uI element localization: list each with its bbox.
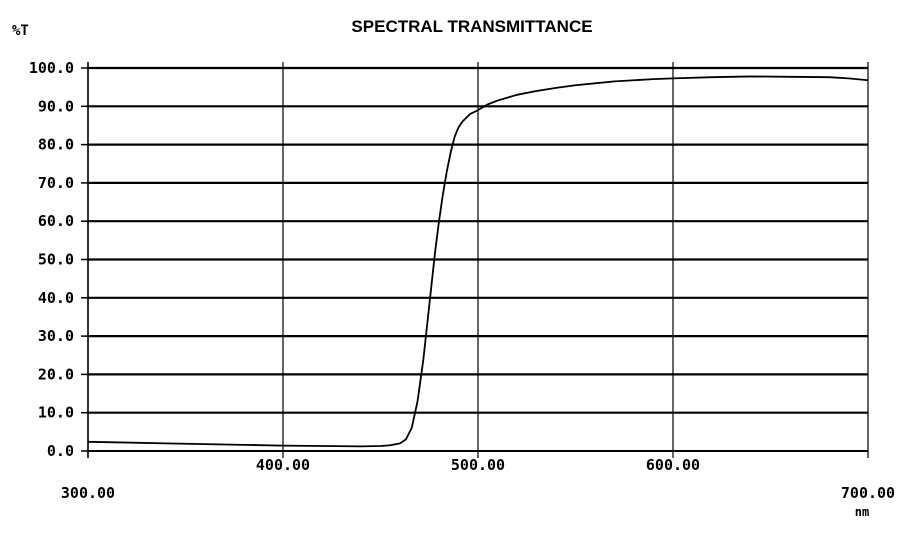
grid xyxy=(81,62,869,458)
chart-title: SPECTRAL TRANSMITTANCE xyxy=(351,17,592,36)
x-axis-label: nm xyxy=(855,505,869,519)
y-tick-label: 100.0 xyxy=(29,59,74,77)
y-axis-label: %T xyxy=(12,23,29,39)
x-tick-label: 400.00 xyxy=(256,456,310,474)
series-layer xyxy=(87,75,869,448)
y-tick-label: 80.0 xyxy=(38,136,74,154)
y-tick-label: 60.0 xyxy=(38,212,74,230)
series-line-0 xyxy=(87,75,869,448)
y-tick-label: 90.0 xyxy=(38,97,74,115)
tick-labels: 0.0 10.0 20.0 30.0 40.0 50.0 60.0 70.0 80.0 90.0 1… xyxy=(29,59,895,502)
y-tick-label: 10.0 xyxy=(38,404,74,422)
y-tick-label: 40.0 xyxy=(38,289,74,307)
x-tick-label: 600.00 xyxy=(646,456,700,474)
y-tick-label: 20.0 xyxy=(38,365,74,383)
y-tick-label: 50.0 xyxy=(38,251,74,269)
x-tick-label: 300.00 xyxy=(61,484,115,502)
x-tick-label: 700.00 xyxy=(841,484,895,502)
y-tick-label: 0.0 xyxy=(47,442,74,460)
y-tick-label: 30.0 xyxy=(38,327,74,345)
x-tick-label: 500.00 xyxy=(451,456,505,474)
y-tick-label: 70.0 xyxy=(38,174,74,192)
